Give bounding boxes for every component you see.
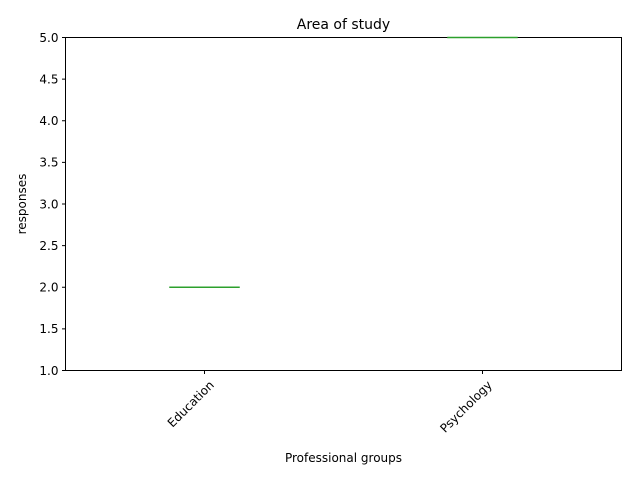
y-tick-label: 3.5 <box>39 156 58 170</box>
y-tick-label: 1.0 <box>39 364 58 378</box>
box-medians <box>169 36 518 289</box>
x-axis-label: Professional groups <box>285 451 402 465</box>
y-tick-label: 2.0 <box>39 281 58 295</box>
x-tick-label: Education <box>165 378 217 430</box>
y-tick-label: 5.0 <box>39 31 58 45</box>
y-tick-label: 2.5 <box>39 239 58 253</box>
y-tick-label: 3.0 <box>39 197 58 211</box>
y-tick-label: 1.5 <box>39 322 58 336</box>
y-tick-label: 4.5 <box>39 72 58 86</box>
y-axis-label: responses <box>15 174 29 235</box>
x-tick-label: Psychology <box>437 378 495 436</box>
y-axis: 1.0 1.5 2.0 2.5 3.0 3.5 4.0 4.5 5.0 <box>39 31 66 378</box>
x-axis: Education Psychology <box>165 370 495 436</box>
y-tick-label: 4.0 <box>39 114 58 128</box>
plot-frame <box>65 37 622 371</box>
chart-title: Area of study <box>297 17 390 33</box>
